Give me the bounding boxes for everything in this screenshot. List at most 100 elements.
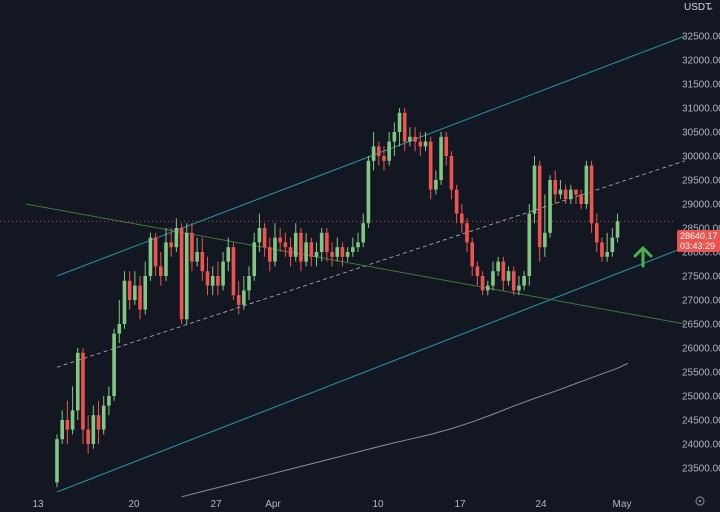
candle-body xyxy=(579,194,583,204)
candle-body xyxy=(610,237,615,252)
candle-body xyxy=(449,156,454,190)
price-axis[interactable]: 32500.00 32000.00 31500.00 31000.00 30500.00… xyxy=(682,32,720,475)
up-arrow-icon xyxy=(633,246,653,268)
candle-body xyxy=(361,223,366,243)
candle-body xyxy=(480,276,485,291)
candle-body xyxy=(184,232,189,320)
last-price-label-bg xyxy=(677,230,720,252)
candle-body xyxy=(330,252,334,257)
candle-body xyxy=(345,252,350,257)
candle-body xyxy=(439,136,443,180)
candle-body xyxy=(537,165,542,248)
candle-body xyxy=(387,141,391,161)
candle-body xyxy=(553,180,558,195)
candle-body xyxy=(283,242,288,248)
candle-body xyxy=(314,252,319,257)
y-tick-label: 26000.00 xyxy=(682,344,720,355)
candle-body xyxy=(402,112,407,142)
candle-body xyxy=(205,271,210,286)
candle-body xyxy=(309,242,314,257)
candle-body xyxy=(138,285,142,310)
candle-body xyxy=(242,290,246,305)
candle-body xyxy=(351,247,355,252)
moving-average xyxy=(181,362,629,498)
candle-body xyxy=(366,160,371,224)
candle-body xyxy=(221,261,225,286)
candle-body xyxy=(340,247,345,257)
candle-body xyxy=(143,276,148,310)
candle-body xyxy=(122,280,127,324)
candle-body xyxy=(169,242,173,248)
x-tick-label: 13 xyxy=(32,499,44,510)
candle-body xyxy=(210,276,215,286)
candle-body xyxy=(408,136,412,142)
y-tick-label: 31000.00 xyxy=(682,104,720,115)
y-tick-label: 32000.00 xyxy=(682,56,720,67)
candle-body xyxy=(584,165,589,204)
candle-body xyxy=(81,352,85,430)
candle-body xyxy=(273,237,277,262)
candle-body xyxy=(548,180,552,233)
candle-body xyxy=(460,213,464,224)
candle-body xyxy=(454,189,459,214)
candles xyxy=(55,108,620,488)
y-tick-label: 28500.00 xyxy=(682,224,720,235)
moving-average-line xyxy=(181,362,629,498)
candle-body xyxy=(376,146,381,156)
y-tick-label: 24000.00 xyxy=(682,440,720,451)
candle-body xyxy=(236,295,241,305)
candle-body xyxy=(299,232,303,262)
candle-body xyxy=(517,285,521,291)
y-tick-label: 25000.00 xyxy=(682,392,720,403)
y-tick-label: 27500.00 xyxy=(682,272,720,283)
candle-body xyxy=(589,165,594,224)
candle-body xyxy=(501,261,506,281)
y-tick-label: 23500.00 xyxy=(682,464,720,475)
candle-body xyxy=(418,141,423,147)
candle-body xyxy=(159,266,163,276)
candle-body xyxy=(304,242,308,262)
gear-icon[interactable] xyxy=(695,496,705,506)
candle-body xyxy=(325,232,329,252)
candle-body xyxy=(262,228,267,248)
x-tick-label: 27 xyxy=(210,499,222,510)
candle-body xyxy=(86,429,90,444)
candle-body xyxy=(392,132,397,142)
candle-body xyxy=(371,146,376,161)
candle-body xyxy=(267,247,272,262)
y-tick-label: 25500.00 xyxy=(682,368,720,379)
y-tick-label: 29000.00 xyxy=(682,200,720,211)
y-tick-label: 30000.00 xyxy=(682,152,720,163)
time-axis[interactable]: 13 20 27 Apr 10 17 24 May xyxy=(32,499,631,510)
candle-body xyxy=(558,189,563,195)
candle-body xyxy=(397,112,402,132)
x-tick-label: 17 xyxy=(454,499,466,510)
candle-body xyxy=(605,252,609,257)
candle-body xyxy=(527,213,532,276)
trendlines xyxy=(25,35,686,493)
currency-label[interactable]: USDT xyxy=(684,2,711,13)
candle-body xyxy=(293,232,298,257)
candle-body xyxy=(475,266,480,276)
candle-body xyxy=(522,276,526,286)
candle-body xyxy=(319,232,324,252)
candle-body xyxy=(190,232,194,262)
trendline-midline_dashed xyxy=(56,160,686,368)
candle-body xyxy=(335,247,340,257)
candle-body xyxy=(91,415,96,444)
candle-body xyxy=(506,271,511,281)
candle-body xyxy=(117,324,122,334)
candle-body xyxy=(153,237,158,267)
candle-body xyxy=(226,247,231,262)
candle-body xyxy=(112,333,116,396)
candle-body xyxy=(148,237,153,276)
countdown-timer: 03:43:29 xyxy=(680,241,715,251)
currency-selector[interactable]: USDT ⌄ xyxy=(684,2,714,13)
candle-body xyxy=(423,141,428,147)
candle-body xyxy=(496,261,500,272)
y-tick-label: 29500.00 xyxy=(682,176,720,187)
y-tick-label: 30500.00 xyxy=(682,128,720,139)
chevron-down-icon[interactable]: ⌄ xyxy=(706,2,714,13)
